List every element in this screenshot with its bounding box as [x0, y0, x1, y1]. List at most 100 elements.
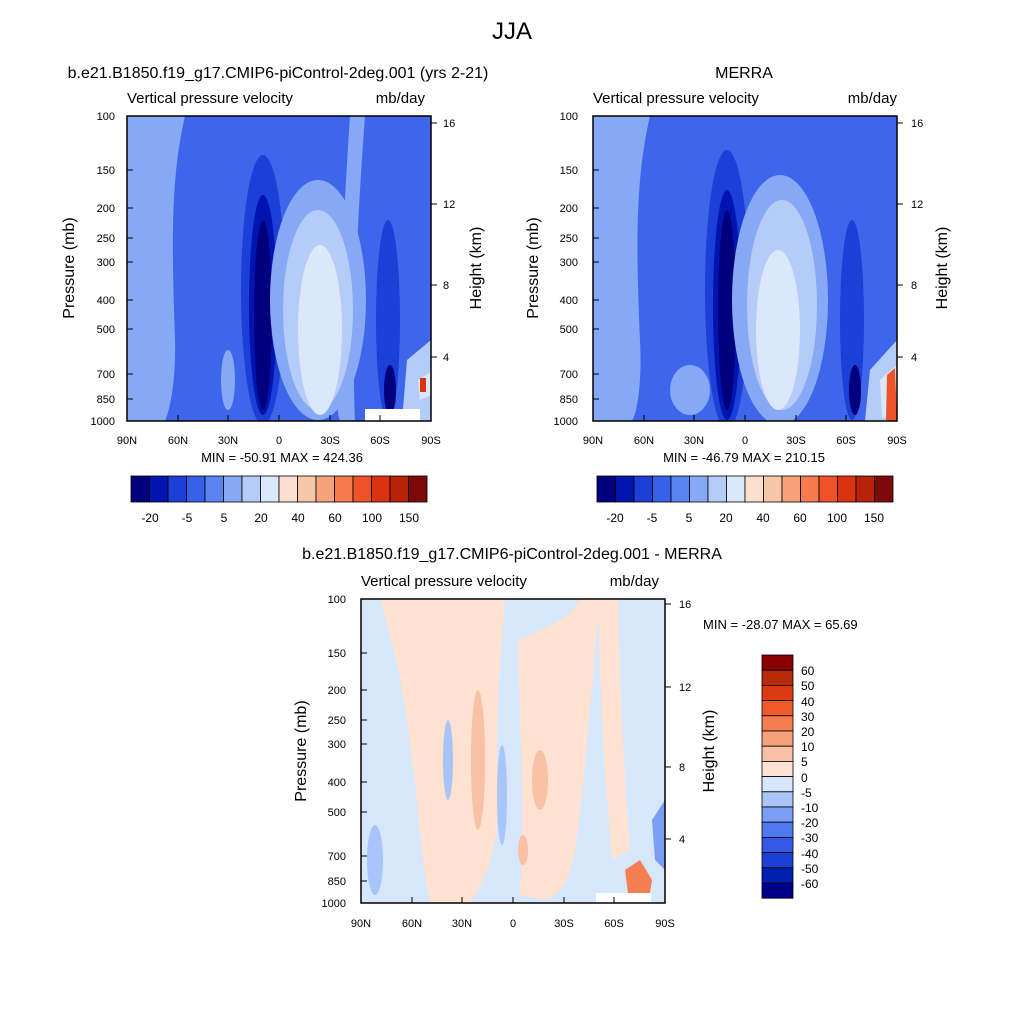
y-tick-label: 400 — [328, 777, 346, 789]
field-pos-sh-2 — [598, 599, 630, 860]
x-tick-label: 90N — [351, 918, 371, 930]
colorbar-swatch — [315, 475, 335, 503]
colorbar-swatch — [726, 475, 746, 503]
y2-tick-label: 8 — [443, 280, 449, 292]
y2-tick-label: 12 — [679, 682, 691, 694]
colorbar-swatch — [761, 654, 794, 671]
field-small-1 — [221, 350, 235, 410]
colorbar-swatch — [761, 700, 794, 717]
colorbar-swatch — [186, 475, 206, 503]
colorbar-swatch — [781, 475, 801, 503]
y-tick-label: 1000 — [322, 898, 346, 910]
x-tick-label: 30N — [218, 435, 238, 447]
colorbar-label: 5 — [221, 511, 228, 525]
field-nh-polar — [593, 116, 650, 421]
y-tick-label: 150 — [560, 165, 578, 177]
y-tick-label: 100 — [97, 111, 115, 123]
colorbar-swatch — [334, 475, 354, 503]
colorbar-swatch — [241, 475, 261, 503]
y-axis-label: Pressure (mb) — [525, 217, 542, 318]
colorbar-swatch — [761, 745, 794, 762]
field-nh-polar — [127, 116, 185, 421]
y2-axis-label: Height (km) — [468, 227, 485, 310]
y2-tick-label: 12 — [443, 199, 455, 211]
y-tick-label: 500 — [328, 807, 346, 819]
field-antarctic-3 — [886, 368, 897, 421]
y-ticks: 100 150 200 250 300 400 500 700 850 1000 — [322, 594, 367, 910]
field-anomaly-5 — [443, 720, 453, 800]
left-string: Vertical pressure velocity — [361, 573, 527, 590]
colorbar-label: -30 — [801, 831, 819, 845]
colorbar-labels: -20 -5 5 20 40 60 100 150 — [606, 511, 884, 525]
colorbar-label: 5 — [686, 511, 693, 525]
colorbar-label: 40 — [756, 511, 770, 525]
x-tick-label: 30S — [554, 918, 574, 930]
field-pos-sh — [518, 599, 600, 900]
colorbar-label: 40 — [291, 511, 305, 525]
colorbar-label: 50 — [801, 679, 815, 693]
colorbar-label: -20 — [801, 816, 819, 830]
panel-difference: b.e21.B1850.f19_g17.CMIP6-piControl-2deg… — [293, 546, 858, 930]
y-tick-label: 400 — [97, 295, 115, 307]
field-itcz-core — [718, 210, 736, 410]
x-tick-label: 90S — [655, 918, 675, 930]
panel-merra: MERRA Vertical pressure velocity mb/day … — [525, 65, 951, 525]
field-sh-ascent — [376, 220, 400, 420]
field-antarctic-1 — [625, 860, 652, 893]
panel-title: b.e21.B1850.f19_g17.CMIP6-piControl-2deg… — [68, 65, 489, 82]
y2-ticks: 16 12 8 4 — [665, 599, 691, 846]
colorbar-swatch — [763, 475, 783, 503]
y-tick-label: 150 — [97, 165, 115, 177]
right-string: mb/day — [848, 90, 898, 107]
colorbar-swatch — [761, 730, 794, 747]
colorbar-swatch — [837, 475, 857, 503]
field-topography-mask — [596, 893, 651, 903]
y2-tick-label: 4 — [911, 352, 917, 364]
y2-tick-label: 16 — [443, 118, 455, 130]
colorbar-swatch — [670, 475, 690, 503]
colorbar-label: 60 — [328, 511, 342, 525]
colorbar-label: -40 — [801, 847, 819, 861]
colorbar-label: 20 — [254, 511, 268, 525]
colorbar-swatch — [652, 475, 672, 503]
colorbar-swatch — [874, 475, 894, 503]
field-topography-mask — [365, 409, 420, 421]
colorbar-swatch — [167, 475, 187, 503]
x-tick-label: 0 — [510, 918, 516, 930]
field-small-1 — [670, 365, 710, 415]
right-string: mb/day — [610, 573, 660, 590]
y2-tick-label: 4 — [679, 834, 685, 846]
x-tick-label: 30N — [452, 918, 472, 930]
colorbar-swatch — [818, 475, 838, 503]
y-tick-label: 700 — [97, 369, 115, 381]
colorbar-swatch — [800, 475, 820, 503]
x-tick-label: 60N — [634, 435, 654, 447]
min-max-label: MIN = -28.07 MAX = 65.69 — [703, 617, 858, 632]
y-tick-label: 100 — [560, 111, 578, 123]
x-tick-label: 0 — [742, 435, 748, 447]
y2-tick-label: 4 — [443, 352, 449, 364]
min-max-label: MIN = -46.79 MAX = 210.15 — [663, 450, 825, 465]
field-subsid-3 — [298, 245, 342, 415]
right-string: mb/day — [376, 90, 426, 107]
field-sh-ascent-core — [384, 365, 396, 415]
colorbar-labels: -20 -5 5 20 40 60 100 150 — [141, 511, 419, 525]
y-ticks: 100 150 200 250 300 400 500 700 850 1000 — [91, 111, 133, 428]
y-tick-label: 300 — [328, 739, 346, 751]
colorbar-swatch — [130, 475, 150, 503]
colorbar-swatch — [761, 761, 794, 778]
y-tick-label: 200 — [560, 203, 578, 215]
panel-model: b.e21.B1850.f19_g17.CMIP6-piControl-2deg… — [61, 65, 488, 525]
colorbar-swatch — [707, 475, 727, 503]
colorbar-swatch — [761, 669, 794, 686]
contour-field — [361, 599, 665, 903]
left-string: Vertical pressure velocity — [593, 90, 759, 107]
x-tick-label: 30S — [320, 435, 340, 447]
colorbar-swatch — [596, 475, 616, 503]
colorbar-swatch — [615, 475, 635, 503]
colorbar-label: -20 — [141, 511, 159, 525]
field-anomaly-2 — [532, 750, 548, 810]
x-tick-label: 60S — [836, 435, 856, 447]
x-ticks: 90N 60N 30N 0 30S 60S 90S — [583, 415, 907, 447]
